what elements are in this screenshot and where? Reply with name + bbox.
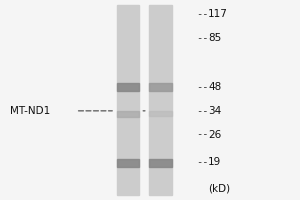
Bar — [149, 159, 172, 167]
Bar — [149, 5, 172, 195]
Text: --: -- — [196, 9, 208, 19]
Text: --: -- — [196, 82, 208, 92]
Text: --: -- — [196, 157, 208, 167]
Text: 26: 26 — [208, 130, 221, 140]
Bar — [117, 5, 139, 195]
Text: 19: 19 — [208, 157, 221, 167]
Text: 34: 34 — [208, 106, 221, 116]
Bar — [117, 83, 139, 91]
Text: --: -- — [196, 130, 208, 140]
Text: --: -- — [196, 106, 208, 116]
Text: (kD): (kD) — [208, 184, 230, 194]
Bar — [117, 159, 139, 167]
Bar — [149, 111, 172, 116]
Bar — [117, 111, 139, 117]
Bar — [149, 83, 172, 91]
Text: 85: 85 — [208, 33, 221, 43]
Text: MT-ND1: MT-ND1 — [10, 106, 51, 116]
Text: 48: 48 — [208, 82, 221, 92]
Text: --: -- — [196, 33, 208, 43]
Text: 117: 117 — [208, 9, 228, 19]
